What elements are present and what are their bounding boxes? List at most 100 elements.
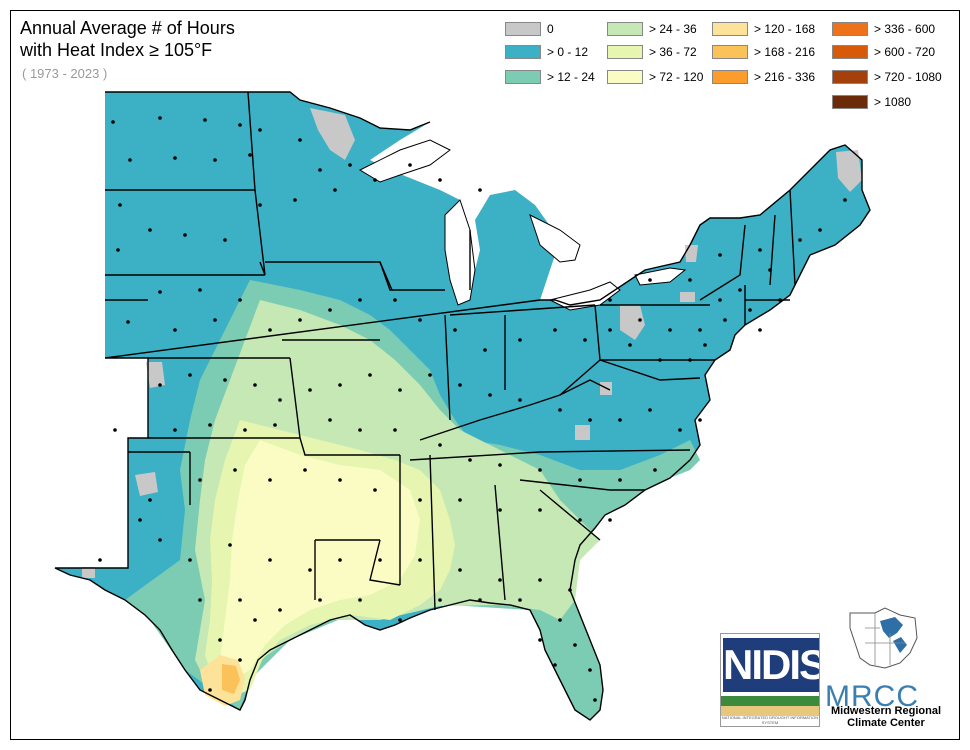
band-72-120 [220, 440, 420, 680]
station-dot [158, 383, 162, 387]
station-dot [238, 598, 242, 602]
station-dot [328, 418, 332, 422]
station-dot [618, 478, 622, 482]
station-dot [393, 298, 397, 302]
zero-hour-patches [82, 108, 862, 578]
legend-label: > 720 - 1080 [874, 70, 942, 84]
station-dot [126, 320, 130, 324]
station-dot [698, 328, 702, 332]
station-dot [738, 288, 742, 292]
station-dot [113, 428, 117, 432]
station-dot [608, 328, 612, 332]
station-dot [218, 638, 222, 642]
map-frame [10, 10, 960, 740]
legend-item: > 24 - 36 [607, 22, 697, 36]
station-dot [758, 248, 762, 252]
station-dot [268, 328, 272, 332]
station-dot [248, 153, 252, 157]
legend-label: > 72 - 120 [649, 70, 704, 84]
station-dot [573, 643, 577, 647]
station-dot [648, 408, 652, 412]
station-dot [438, 443, 442, 447]
station-dot [293, 198, 297, 202]
station-dot [223, 378, 227, 382]
title-line-2: with Heat Index ≥ 105°F [20, 40, 213, 60]
station-dot [478, 598, 482, 602]
station-dot [648, 278, 652, 282]
station-dot [458, 568, 462, 572]
mrcc-map-icon [849, 607, 918, 669]
station-dot [553, 328, 557, 332]
station-dot [578, 478, 582, 482]
station-dot [253, 383, 257, 387]
station-dot [233, 468, 237, 472]
legend-label: > 216 - 336 [754, 70, 816, 84]
station-dot [338, 558, 342, 562]
station-dot [358, 598, 362, 602]
station-dot [588, 418, 592, 422]
station-dot [173, 328, 177, 332]
station-dot [498, 508, 502, 512]
band-168-216 [222, 664, 240, 694]
station-dot [116, 248, 120, 252]
station-dot [538, 638, 542, 642]
station-dot [118, 203, 122, 207]
station-dot [158, 538, 162, 542]
legend-swatch [607, 70, 643, 84]
legend-label: > 168 - 216 [754, 45, 816, 59]
station-dot [128, 158, 132, 162]
station-dot [158, 290, 162, 294]
station-dot [583, 338, 587, 342]
station-dot [578, 518, 582, 522]
station-dot [458, 383, 462, 387]
station-dot [273, 423, 277, 427]
station-dot [638, 318, 642, 322]
station-dot [453, 328, 457, 332]
station-dot [458, 498, 462, 502]
ocean-coastline [54, 91, 871, 721]
station-dot [393, 428, 397, 432]
station-dot [238, 658, 242, 662]
station-dot [308, 568, 312, 572]
station-dot [608, 298, 612, 302]
station-dot [328, 308, 332, 312]
great-lakes [358, 139, 687, 311]
legend-swatch [832, 22, 868, 36]
station-dot [258, 128, 262, 132]
station-dot [518, 598, 522, 602]
station-dot [653, 468, 657, 472]
mrcc-fullname: Midwestern Regional Climate Center [830, 705, 942, 729]
station-dot [593, 698, 597, 702]
station-dot [483, 348, 487, 352]
station-dot [318, 598, 322, 602]
legend-swatch [607, 22, 643, 36]
station-dot [208, 688, 212, 692]
title-line-1: Annual Average # of Hours [20, 18, 235, 38]
station-dot [568, 588, 572, 592]
legend-label: > 0 - 12 [547, 45, 589, 59]
legend-label: > 36 - 72 [649, 45, 697, 59]
station-dot [228, 543, 232, 547]
station-dot [358, 298, 362, 302]
legend-label: > 12 - 24 [547, 70, 595, 84]
station-dot [308, 388, 312, 392]
station-dot [418, 318, 422, 322]
legend-label: > 120 - 168 [754, 22, 816, 36]
station-dot [278, 398, 282, 402]
station-dot [298, 138, 302, 142]
station-dot [688, 278, 692, 282]
legend-swatch [607, 45, 643, 59]
station-dot [718, 253, 722, 257]
station-dot [698, 418, 702, 422]
date-range: ( 1973 - 2023 ) [22, 66, 108, 81]
station-dot [588, 668, 592, 672]
station-dot [608, 518, 612, 522]
legend-label: > 336 - 600 [874, 22, 936, 36]
station-dot [198, 598, 202, 602]
station-dot [213, 318, 217, 322]
station-dot [718, 298, 722, 302]
station-dot [188, 373, 192, 377]
station-dot [173, 428, 177, 432]
legend-swatch [712, 45, 748, 59]
